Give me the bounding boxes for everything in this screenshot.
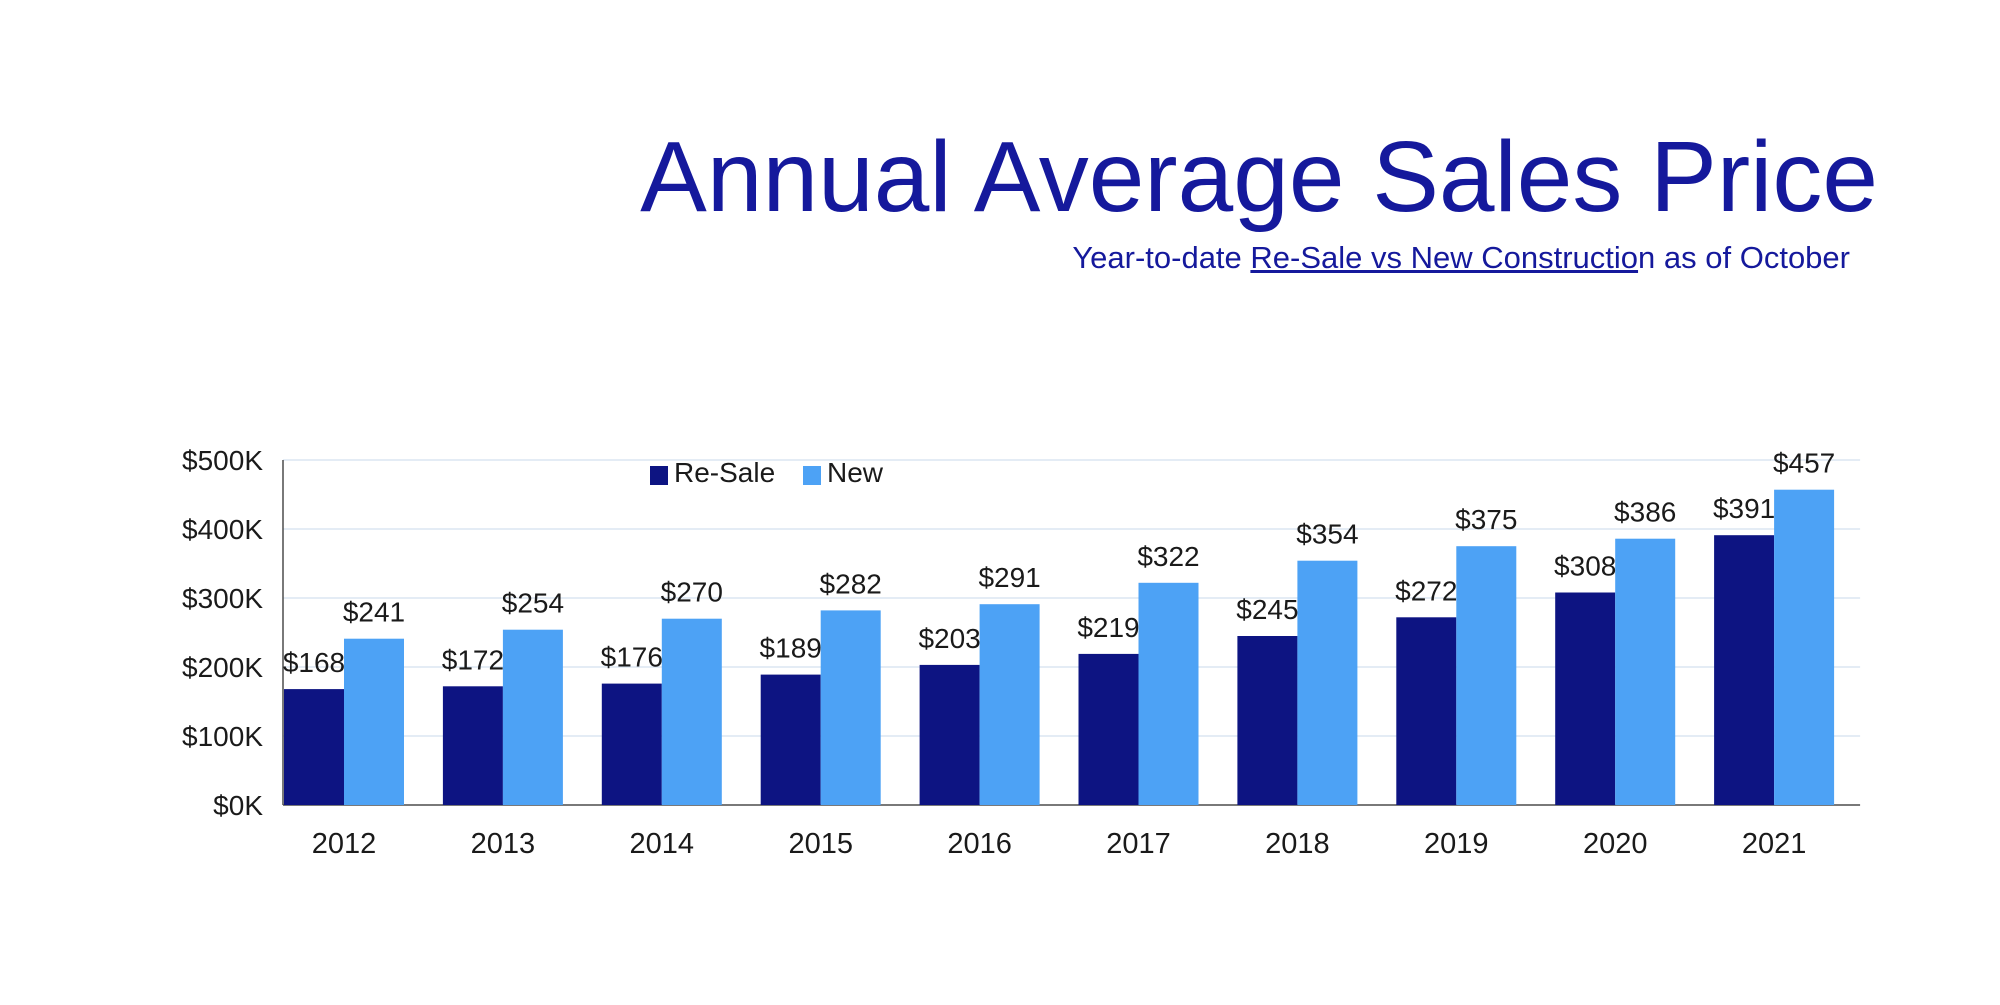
svg-text:$308: $308 [1554,551,1616,582]
svg-text:$100K: $100K [182,721,263,752]
svg-text:$457: $457 [1773,448,1835,479]
svg-text:$241: $241 [343,597,405,628]
svg-text:$270: $270 [661,577,723,608]
svg-text:$203: $203 [918,623,980,654]
svg-text:2020: 2020 [1583,828,1648,860]
svg-text:$172: $172 [442,644,504,675]
svg-text:$245: $245 [1236,594,1298,625]
svg-text:$219: $219 [1077,612,1139,643]
svg-text:$176: $176 [601,642,663,673]
svg-text:$0K: $0K [213,790,263,821]
svg-text:$400K: $400K [182,514,263,545]
svg-text:2012: 2012 [312,828,377,860]
svg-text:2021: 2021 [1742,828,1807,860]
svg-text:$354: $354 [1296,519,1358,550]
svg-text:$291: $291 [978,562,1040,593]
svg-text:Re-Sale: Re-Sale [674,457,775,488]
svg-text:2016: 2016 [947,828,1012,860]
svg-text:$300K: $300K [182,583,263,614]
svg-text:$322: $322 [1137,541,1199,572]
svg-text:$254: $254 [502,588,564,619]
svg-text:2014: 2014 [630,828,695,860]
svg-text:2013: 2013 [471,828,536,860]
svg-text:2017: 2017 [1106,828,1171,860]
svg-text:$282: $282 [820,568,882,599]
svg-text:$200K: $200K [182,652,263,683]
svg-text:$272: $272 [1395,575,1457,606]
svg-text:$189: $189 [760,633,822,664]
svg-text:New: New [827,457,884,488]
svg-text:2018: 2018 [1265,828,1330,860]
svg-text:2015: 2015 [788,828,853,860]
svg-text:$168: $168 [283,647,345,678]
svg-text:$391: $391 [1713,493,1775,524]
svg-text:$386: $386 [1614,497,1676,528]
svg-text:2019: 2019 [1424,828,1489,860]
svg-text:$500K: $500K [182,445,263,476]
svg-text:$375: $375 [1455,504,1517,535]
